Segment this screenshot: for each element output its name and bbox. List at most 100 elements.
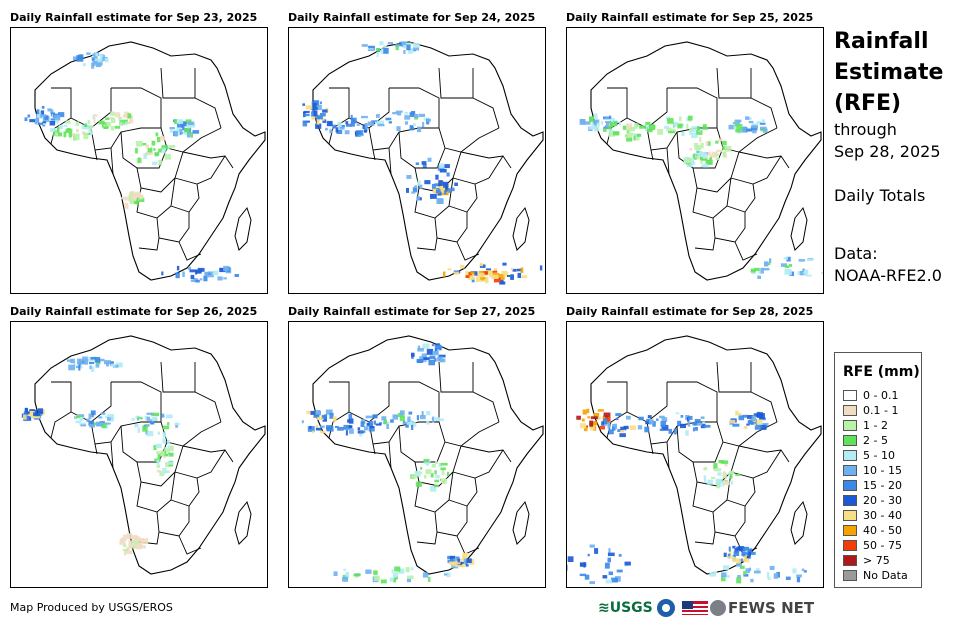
rainfall-cell xyxy=(42,121,47,124)
rainfall-cell xyxy=(320,425,325,428)
country-border xyxy=(716,361,752,393)
rainfall-cell xyxy=(584,121,591,125)
data-label: Data: xyxy=(834,244,878,263)
rainfall-cell xyxy=(601,421,604,426)
usgs-logo: ≋USGS xyxy=(598,600,653,616)
rainfall-cell xyxy=(638,416,644,421)
rainfall-cell xyxy=(688,415,693,420)
rainfall-cell xyxy=(303,110,310,114)
rainfall-cell xyxy=(460,264,465,269)
rainfall-cell xyxy=(144,415,148,421)
map-title-block: Rainfall Estimate (RFE) through Sep 28, … xyxy=(834,26,964,287)
rainfall-cell xyxy=(589,420,594,427)
rainfall-cell xyxy=(78,364,81,371)
rainfall-cell xyxy=(711,476,716,479)
rainfall-cell xyxy=(444,164,450,169)
rainfall-cell xyxy=(33,412,40,417)
rainfall-map-sep26 xyxy=(10,321,268,588)
rainfall-cell xyxy=(33,409,38,415)
rainfall-cell xyxy=(729,470,735,475)
rainfall-cell xyxy=(134,201,139,205)
rainfall-cell xyxy=(629,425,637,431)
rainfall-cell xyxy=(751,125,758,128)
rainfall-cell xyxy=(387,42,393,45)
rainfall-cell xyxy=(353,573,361,577)
rainfall-cell xyxy=(135,141,143,147)
rainfall-cell xyxy=(356,123,360,126)
rainfall-cell xyxy=(747,548,753,551)
rainfall-cell xyxy=(88,127,92,133)
rainfall-cell xyxy=(56,127,60,133)
rainfall-cell xyxy=(89,424,96,428)
rainfall-cell xyxy=(27,114,31,118)
rainfall-cell xyxy=(24,117,28,122)
rainfall-cell xyxy=(626,137,633,142)
rainfall-cell xyxy=(629,127,636,132)
rainfall-cell xyxy=(584,574,590,580)
panel-title-sep25: Daily Rainfall estimate for Sep 25, 2025 xyxy=(566,11,814,24)
rainfall-cell xyxy=(410,567,414,571)
rainfall-cell xyxy=(736,123,743,130)
rainfall-cell xyxy=(693,421,697,426)
rainfall-cell xyxy=(611,577,618,583)
rainfall-cell xyxy=(743,571,747,575)
rainfall-cell xyxy=(715,153,720,156)
rainfall-cell xyxy=(739,565,745,569)
rainfall-cell xyxy=(134,191,141,198)
rainfall-cell xyxy=(615,576,621,582)
rainfall-cell xyxy=(124,111,129,118)
country-border xyxy=(456,241,480,261)
rainfall-cell xyxy=(195,270,198,275)
rainfall-cell xyxy=(147,148,153,153)
rainfall-cell xyxy=(94,58,102,63)
rainfall-cell xyxy=(104,58,109,63)
rainfall-cell xyxy=(313,100,320,106)
rainfall-cell xyxy=(123,544,127,547)
rainfall-cell xyxy=(145,424,150,427)
rainfall-cell xyxy=(722,152,725,158)
rainfall-cell xyxy=(24,408,28,412)
rainfall-cell xyxy=(131,535,138,540)
country-border xyxy=(182,151,234,169)
rainfall-cell xyxy=(776,571,780,578)
rainfall-cell xyxy=(307,426,315,432)
rainfall-cell xyxy=(743,573,749,577)
rainfall-cell xyxy=(137,157,141,163)
rainfall-cell xyxy=(132,539,139,545)
rainfall-cell xyxy=(120,537,127,542)
rainfall-cell xyxy=(512,268,517,272)
legend-label: 50 - 75 xyxy=(863,539,902,552)
rainfall-cell xyxy=(448,561,456,565)
rainfall-cell xyxy=(37,122,43,125)
rainfall-cell xyxy=(718,138,723,142)
rainfall-cell xyxy=(75,365,81,369)
rainfall-cell xyxy=(100,412,106,415)
country-border xyxy=(460,445,512,463)
madagascar-outline xyxy=(512,500,530,545)
rainfall-cell xyxy=(454,182,458,186)
rainfall-cell xyxy=(579,562,587,567)
rainfall-cell xyxy=(723,552,727,557)
rainfall-cell xyxy=(727,556,734,559)
rainfall-cell xyxy=(669,129,676,133)
rainfall-cell xyxy=(63,124,68,128)
rainfall-cell xyxy=(694,427,698,431)
rainfall-cell xyxy=(422,343,430,349)
rainfall-cell xyxy=(76,415,83,419)
rainfall-cell xyxy=(36,109,40,116)
panel-title-sep23: Daily Rainfall estimate for Sep 23, 2025 xyxy=(10,11,258,24)
rainfall-cell xyxy=(316,119,320,125)
rainfall-cell xyxy=(146,412,153,415)
country-border xyxy=(726,477,756,507)
rainfall-cell xyxy=(587,416,591,419)
country-border xyxy=(472,391,500,423)
rainfall-cell xyxy=(40,110,45,116)
legend-swatch xyxy=(843,540,857,551)
rainfall-cell xyxy=(103,126,109,129)
rainfall-cell xyxy=(439,188,445,192)
country-border xyxy=(178,241,202,261)
rainfall-cell xyxy=(82,63,86,67)
rainfall-cell xyxy=(92,53,96,57)
country-border xyxy=(90,421,161,445)
rainfall-cell xyxy=(50,118,55,121)
